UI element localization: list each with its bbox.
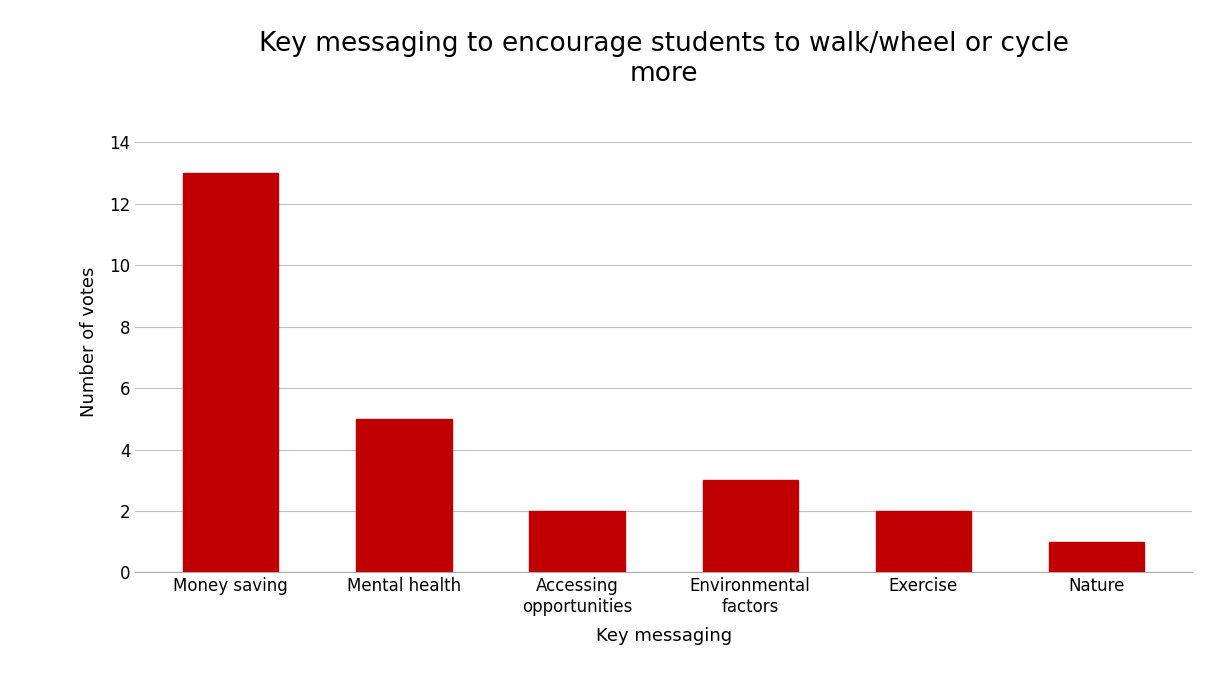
Bar xyxy=(183,173,279,572)
Bar xyxy=(703,480,798,572)
X-axis label: Key messaging: Key messaging xyxy=(596,627,731,645)
Title: Key messaging to encourage students to walk/wheel or cycle
more: Key messaging to encourage students to w… xyxy=(259,31,1068,87)
Bar xyxy=(876,511,971,572)
Bar xyxy=(530,511,624,572)
Bar xyxy=(356,419,451,572)
Y-axis label: Number of votes: Number of votes xyxy=(80,267,98,417)
Bar xyxy=(1048,542,1144,572)
